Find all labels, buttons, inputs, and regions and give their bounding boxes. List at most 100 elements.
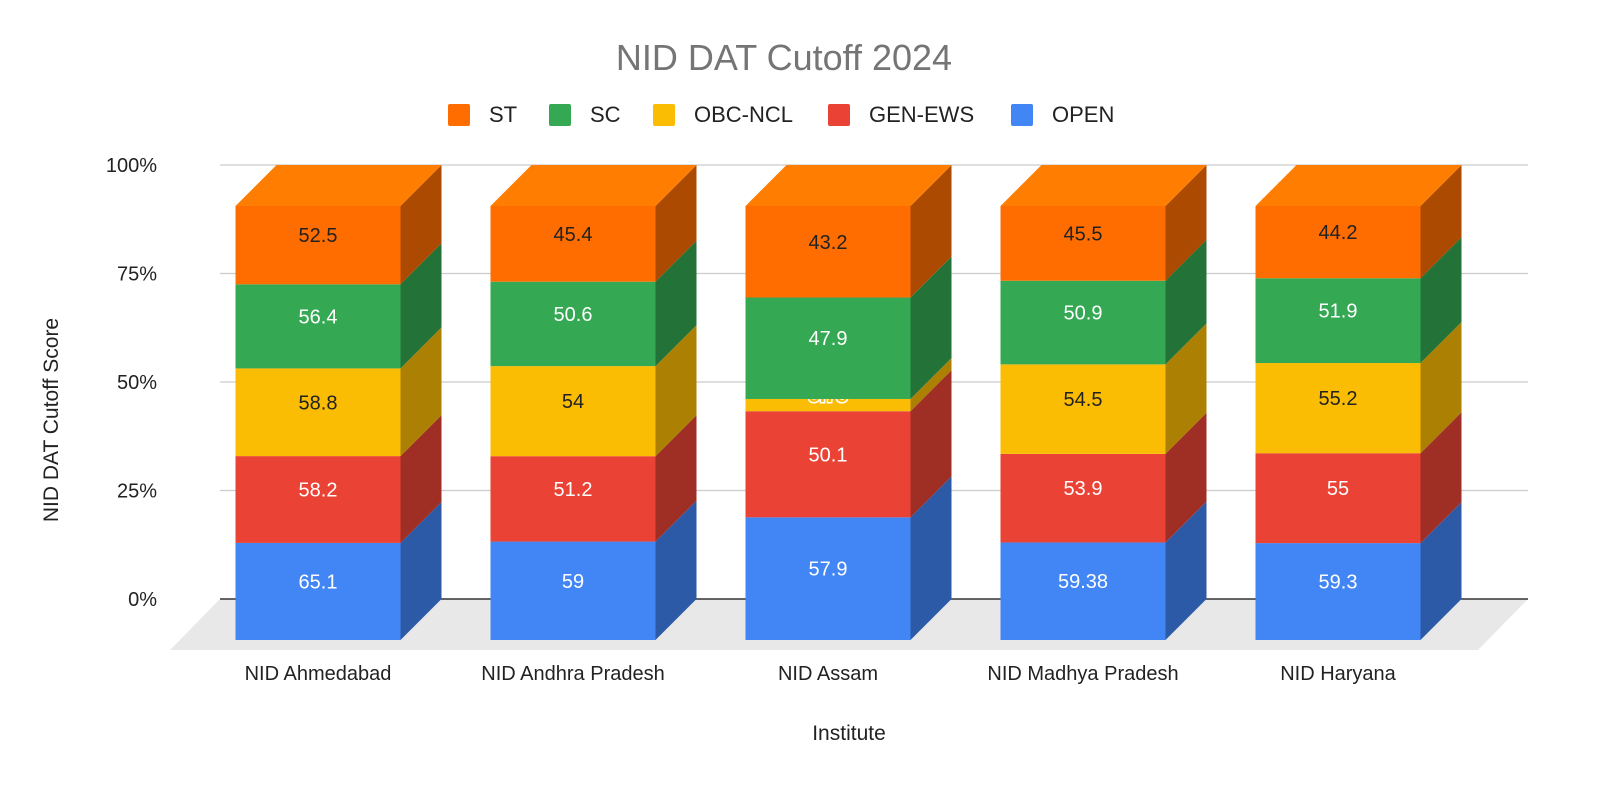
- legend-swatch: [448, 104, 470, 126]
- data-label: 58.2: [299, 480, 338, 502]
- bar-side: [655, 415, 697, 542]
- bar-side: [910, 357, 952, 412]
- y-tick-label: 100%: [106, 155, 157, 177]
- bar-side: [1165, 412, 1207, 543]
- y-tick-label: 50%: [117, 372, 157, 394]
- bar-stack-nid-madhya-pradesh: 59.38 53.9 54.5 50.9 45.5: [1000, 165, 1207, 640]
- legend-swatch: [653, 104, 675, 126]
- bar-front: [1255, 278, 1421, 364]
- bar-side: [910, 370, 952, 518]
- bar-front: [235, 368, 401, 457]
- data-label: 47.9: [809, 328, 848, 350]
- data-label: 57.9: [809, 559, 848, 581]
- x-tick-label: NID Andhra Pradesh: [481, 663, 664, 685]
- bar-front: [1255, 206, 1421, 279]
- bars: 65.1 58.2 58.8 56.4 52.5 59 51.2 54 50.6 45.4 57.9…: [235, 165, 1462, 640]
- data-label: 56.4: [299, 306, 338, 328]
- data-label: 50.1: [809, 444, 848, 466]
- bar-stack-nid-haryana: 59.3 55 55.2 51.9 44.2: [1255, 165, 1462, 640]
- bar-stack-nid-andhra-pradesh: 59 51.2 54 50.6 45.4: [490, 165, 697, 640]
- data-label: 58.8: [299, 392, 338, 414]
- bar-front: [1255, 543, 1421, 640]
- bar-segment-open: 57.9: [745, 476, 952, 640]
- legend-swatch: [549, 104, 571, 126]
- y-tick-label: 0%: [128, 589, 157, 611]
- bar-front: [1000, 542, 1166, 640]
- data-label: 43.2: [809, 232, 848, 254]
- data-label: 59: [562, 571, 584, 593]
- bar-segment-st: 45.5: [1000, 165, 1207, 281]
- bar-front: [745, 398, 911, 412]
- bar-front: [490, 366, 656, 457]
- bar-top: [490, 165, 697, 206]
- x-axis-title: Institute: [812, 722, 886, 745]
- bar-side: [400, 327, 442, 457]
- data-label: 52.5: [299, 225, 338, 247]
- bar-segment-open: 59.3: [1255, 502, 1462, 640]
- bar-side: [1420, 502, 1462, 640]
- bar-segment-st: 45.4: [490, 165, 697, 282]
- bar-front: [490, 281, 656, 367]
- bar-top: [1000, 165, 1207, 206]
- y-tick-label: 75%: [117, 264, 157, 286]
- bar-segment-sc: 47.9: [745, 256, 952, 399]
- legend-label: OBC-NCL: [694, 102, 793, 127]
- data-label: 45.5: [1064, 223, 1103, 245]
- x-tick-label: NID Ahmedabad: [245, 663, 392, 685]
- bar-segment-sc: 50.9: [1000, 239, 1207, 365]
- x-tick-label: NID Madhya Pradesh: [987, 663, 1178, 685]
- bar-segment-gen-ews: 58.2: [235, 415, 442, 543]
- bar-side: [655, 325, 697, 457]
- bar-segment-gen-ews: 53.9: [1000, 412, 1207, 543]
- bar-front: [235, 456, 401, 543]
- bar-segment-sc: 56.4: [235, 243, 442, 369]
- data-label: 65.1: [299, 571, 338, 593]
- data-label: 51.2: [554, 479, 593, 501]
- bar-side: [400, 165, 442, 285]
- legend-label: GEN-EWS: [869, 102, 974, 127]
- bar-front: [235, 542, 401, 640]
- bar-segment-open: 59.38: [1000, 501, 1207, 640]
- legend-item-st: ST: [448, 102, 517, 127]
- bar-side: [655, 240, 697, 367]
- bar-side: [1420, 165, 1462, 279]
- data-label: 44.2: [1319, 222, 1358, 244]
- bar-side: [655, 500, 697, 640]
- bar-front: [745, 517, 911, 640]
- bar-front: [1000, 206, 1166, 281]
- chart-title: NID DAT Cutoff 2024: [616, 37, 952, 78]
- legend-label: ST: [489, 102, 517, 127]
- bar-segment-gen-ews: 51.2: [490, 415, 697, 542]
- data-label: 54: [562, 391, 584, 413]
- bar-front: [235, 206, 401, 285]
- bar-stack-nid-assam: 57.950.15.7847.943.2: [745, 165, 952, 640]
- bar-top: [1255, 165, 1462, 206]
- data-label: 45.4: [554, 224, 593, 246]
- bar-front: [490, 541, 656, 640]
- bar-segment-gen-ews: 50.1: [745, 370, 952, 518]
- y-axis-ticks: 0% 25% 50% 75% 100%: [106, 155, 157, 611]
- bar-segment-gen-ews: 55: [1255, 412, 1462, 544]
- legend-item-open: OPEN: [1011, 102, 1114, 127]
- bar-side: [400, 243, 442, 369]
- bar-side: [910, 165, 952, 298]
- data-label: 50.6: [554, 304, 593, 326]
- bar-front: [490, 206, 656, 282]
- data-label: 53.9: [1064, 478, 1103, 500]
- bar-side: [910, 256, 952, 399]
- legend-label: SC: [590, 102, 621, 127]
- bar-segment-st: 43.2: [745, 165, 952, 298]
- bar-segment-open: 59: [490, 500, 697, 640]
- data-label: 55.2: [1319, 388, 1358, 410]
- bar-front: [1255, 453, 1421, 544]
- legend-label: OPEN: [1052, 102, 1114, 127]
- legend-swatch: [1011, 104, 1033, 126]
- x-tick-label: NID Haryana: [1280, 663, 1396, 685]
- bar-front: [745, 297, 911, 399]
- data-label: 50.9: [1064, 303, 1103, 325]
- legend: ST SC OBC-NCL GEN-EWS OPEN: [448, 102, 1114, 127]
- bar-segment-open: 65.1: [235, 501, 442, 640]
- bar-front: [745, 206, 911, 298]
- bar-segment-obc-ncl: 58.8: [235, 327, 442, 457]
